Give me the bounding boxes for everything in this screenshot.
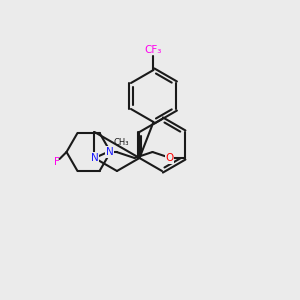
Text: N: N bbox=[106, 147, 113, 157]
Text: N: N bbox=[91, 153, 98, 163]
Text: CF₃: CF₃ bbox=[145, 45, 162, 55]
Text: F: F bbox=[54, 157, 59, 167]
Text: CH₃: CH₃ bbox=[113, 138, 129, 147]
Text: O: O bbox=[165, 153, 174, 163]
